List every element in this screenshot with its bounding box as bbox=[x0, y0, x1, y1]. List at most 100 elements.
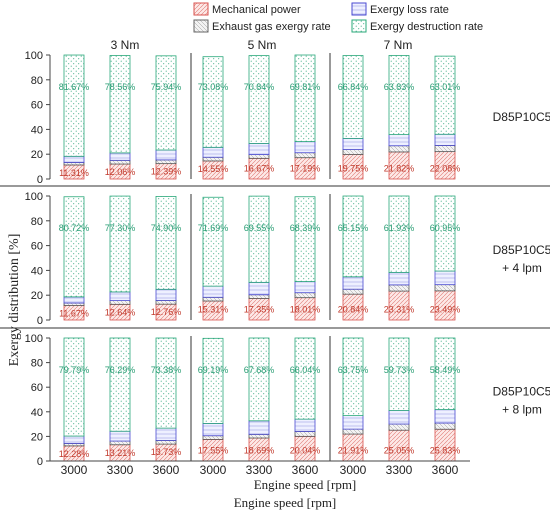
data-label-exergy-destruction: 68.39% bbox=[290, 223, 321, 233]
y-tick-label: 0 bbox=[37, 174, 43, 186]
y-tick-label: 80 bbox=[31, 75, 43, 87]
x-axis-label: Engine speed [rpm] bbox=[254, 477, 357, 492]
legend-label: Exergy loss rate bbox=[370, 4, 449, 16]
bar-segment-exergy-loss bbox=[202, 423, 224, 437]
data-label-exergy-destruction: 76.29% bbox=[105, 365, 136, 375]
panel-label: D85P10C5 bbox=[493, 243, 550, 257]
bar-segment-exergy-destruction bbox=[388, 55, 410, 135]
y-tick-label: 0 bbox=[37, 315, 43, 327]
data-label-exergy-destruction: 63.01% bbox=[430, 82, 461, 92]
bar-segment-exergy-loss bbox=[248, 420, 270, 435]
bar-segment-exergy-destruction bbox=[388, 195, 410, 273]
y-tick-label: 60 bbox=[31, 241, 43, 253]
data-label-mechanical-power: 17.55% bbox=[198, 446, 229, 456]
bar-segment-exhaust-gas-exergy bbox=[388, 284, 410, 292]
bar-segment-exergy-destruction bbox=[109, 195, 131, 293]
bar-segment-exergy-loss bbox=[63, 435, 85, 444]
bar-segment-exhaust-gas-exergy bbox=[202, 296, 224, 302]
x-tick-label: 3000 bbox=[61, 463, 88, 477]
data-label-mechanical-power: 12.28% bbox=[59, 449, 90, 459]
data-label-mechanical-power: 20.04% bbox=[290, 446, 321, 456]
data-label-exergy-destruction: 80.72% bbox=[59, 223, 90, 233]
bar-segment-exhaust-gas-exergy bbox=[342, 149, 364, 155]
bar-segment-exergy-loss bbox=[342, 137, 364, 150]
y-tick-label: 80 bbox=[31, 358, 43, 370]
stacked-bar: 81.67% 11.31% bbox=[59, 54, 90, 180]
data-label-exergy-destruction: 67.68% bbox=[244, 365, 275, 375]
stacked-bar: 61.93% 23.31% bbox=[384, 195, 414, 321]
bar-segment-exergy-loss bbox=[342, 415, 364, 430]
bar-segment-exergy-loss bbox=[155, 427, 177, 441]
bar-segment-exhaust-gas-exergy bbox=[155, 300, 177, 305]
y-tick-label: 20 bbox=[31, 149, 43, 161]
bar-segment-exergy-loss bbox=[294, 141, 316, 154]
bar-segment-exergy-destruction bbox=[155, 196, 177, 290]
y-tick-label: 100 bbox=[25, 333, 43, 345]
stacked-bar: 73.08% 14.55% bbox=[198, 56, 228, 180]
panel: 0 20 40 60 80 100 80.72% 11.67% 77.30% 12.64% 74.9… bbox=[25, 191, 550, 327]
data-label-exergy-destruction: 66.04% bbox=[290, 365, 321, 375]
bar-segment-exergy-loss bbox=[155, 149, 177, 161]
legend-label: Mechanical power bbox=[212, 4, 301, 16]
data-label-exergy-destruction: 70.84% bbox=[244, 82, 275, 92]
data-label-exergy-destruction: 58.49% bbox=[430, 365, 461, 375]
bar-segment-exergy-destruction bbox=[202, 196, 224, 287]
x-tick-labels: 3000 3300 3600 3000 3300 3600 3000 3300 3600 bbox=[61, 463, 459, 477]
y-tick-label: 100 bbox=[25, 191, 43, 203]
stacked-bar: 74.90% 12.76% bbox=[151, 196, 181, 321]
y-tick-label: 80 bbox=[31, 216, 43, 228]
bar-segment-exhaust-gas-exergy bbox=[248, 433, 270, 439]
data-label-mechanical-power: 18.01% bbox=[290, 305, 321, 315]
stacked-bar: 79.79% 12.28% bbox=[59, 337, 90, 462]
bar-segment-exhaust-gas-exergy bbox=[342, 428, 364, 435]
y-tick-label: 20 bbox=[31, 290, 43, 302]
bar-segment-exergy-destruction bbox=[109, 337, 131, 432]
data-label-exergy-destruction: 81.67% bbox=[59, 82, 90, 92]
bar-segment-exergy-destruction bbox=[342, 337, 364, 417]
bar-segment-exhaust-gas-exergy bbox=[434, 284, 456, 292]
data-label-mechanical-power: 17.19% bbox=[290, 164, 321, 174]
bar-segment-exergy-loss bbox=[388, 410, 410, 425]
bar-segment-exergy-loss bbox=[109, 430, 131, 442]
panel: 0 20 40 60 80 100 81.67% 11.31% 78.56% 12.06% 75.9… bbox=[25, 50, 550, 186]
x-axis-label-secondary: Engine speed [rpm] bbox=[234, 495, 337, 510]
y-tick-label: 0 bbox=[37, 456, 43, 468]
y-tick-label: 100 bbox=[25, 50, 43, 62]
data-label-exergy-destruction: 77.30% bbox=[105, 223, 136, 233]
stacked-bar: 69.55% 17.35% bbox=[244, 195, 274, 321]
bar-segment-exergy-loss bbox=[63, 155, 85, 163]
stacked-bar: 63.75% 21.91% bbox=[338, 337, 368, 462]
data-label-mechanical-power: 13.21% bbox=[105, 448, 136, 458]
bar-segment-exergy-destruction bbox=[294, 54, 316, 142]
bar-segment-exergy-destruction bbox=[155, 55, 177, 151]
y-tick-label: 40 bbox=[31, 124, 43, 136]
data-label-mechanical-power: 16.67% bbox=[244, 164, 275, 174]
bar-segment-exergy-destruction bbox=[155, 337, 177, 429]
y-tick-label: 20 bbox=[31, 431, 43, 443]
bar-segment-exhaust-gas-exergy bbox=[109, 159, 131, 165]
data-label-exergy-destruction: 63.83% bbox=[384, 82, 415, 92]
panel-label-sub: + 4 lpm bbox=[502, 261, 542, 275]
bar-segment-exhaust-gas-exergy bbox=[155, 159, 177, 165]
bar-segment-exergy-destruction bbox=[109, 55, 131, 154]
bar-segment-exhaust-gas-exergy bbox=[388, 145, 410, 153]
bar-segment-exhaust-gas-exergy bbox=[388, 423, 410, 431]
data-label-mechanical-power: 22.08% bbox=[430, 164, 461, 174]
bar-segment-exergy-loss bbox=[294, 281, 316, 294]
stacked-bar: 60.95% 23.49% bbox=[430, 195, 461, 321]
data-label-mechanical-power: 12.39% bbox=[151, 167, 182, 177]
load-group-title: 7 Nm bbox=[384, 38, 413, 52]
data-label-mechanical-power: 23.49% bbox=[430, 305, 461, 315]
y-tick-label: 60 bbox=[31, 382, 43, 394]
bar-segment-exergy-loss bbox=[109, 152, 131, 161]
x-tick-label: 3300 bbox=[246, 463, 273, 477]
bar-segment-exergy-destruction bbox=[434, 195, 456, 272]
bar-segment-exergy-loss bbox=[434, 133, 456, 146]
data-label-exergy-destruction: 73.38% bbox=[151, 365, 182, 375]
stacked-bar: 76.29% 13.21% bbox=[105, 337, 136, 462]
data-label-mechanical-power: 12.06% bbox=[105, 167, 136, 177]
legend-swatch bbox=[193, 2, 209, 16]
legend-swatch bbox=[351, 2, 367, 16]
x-tick-label: 3000 bbox=[200, 463, 227, 477]
bar-segment-exergy-loss bbox=[342, 276, 364, 290]
